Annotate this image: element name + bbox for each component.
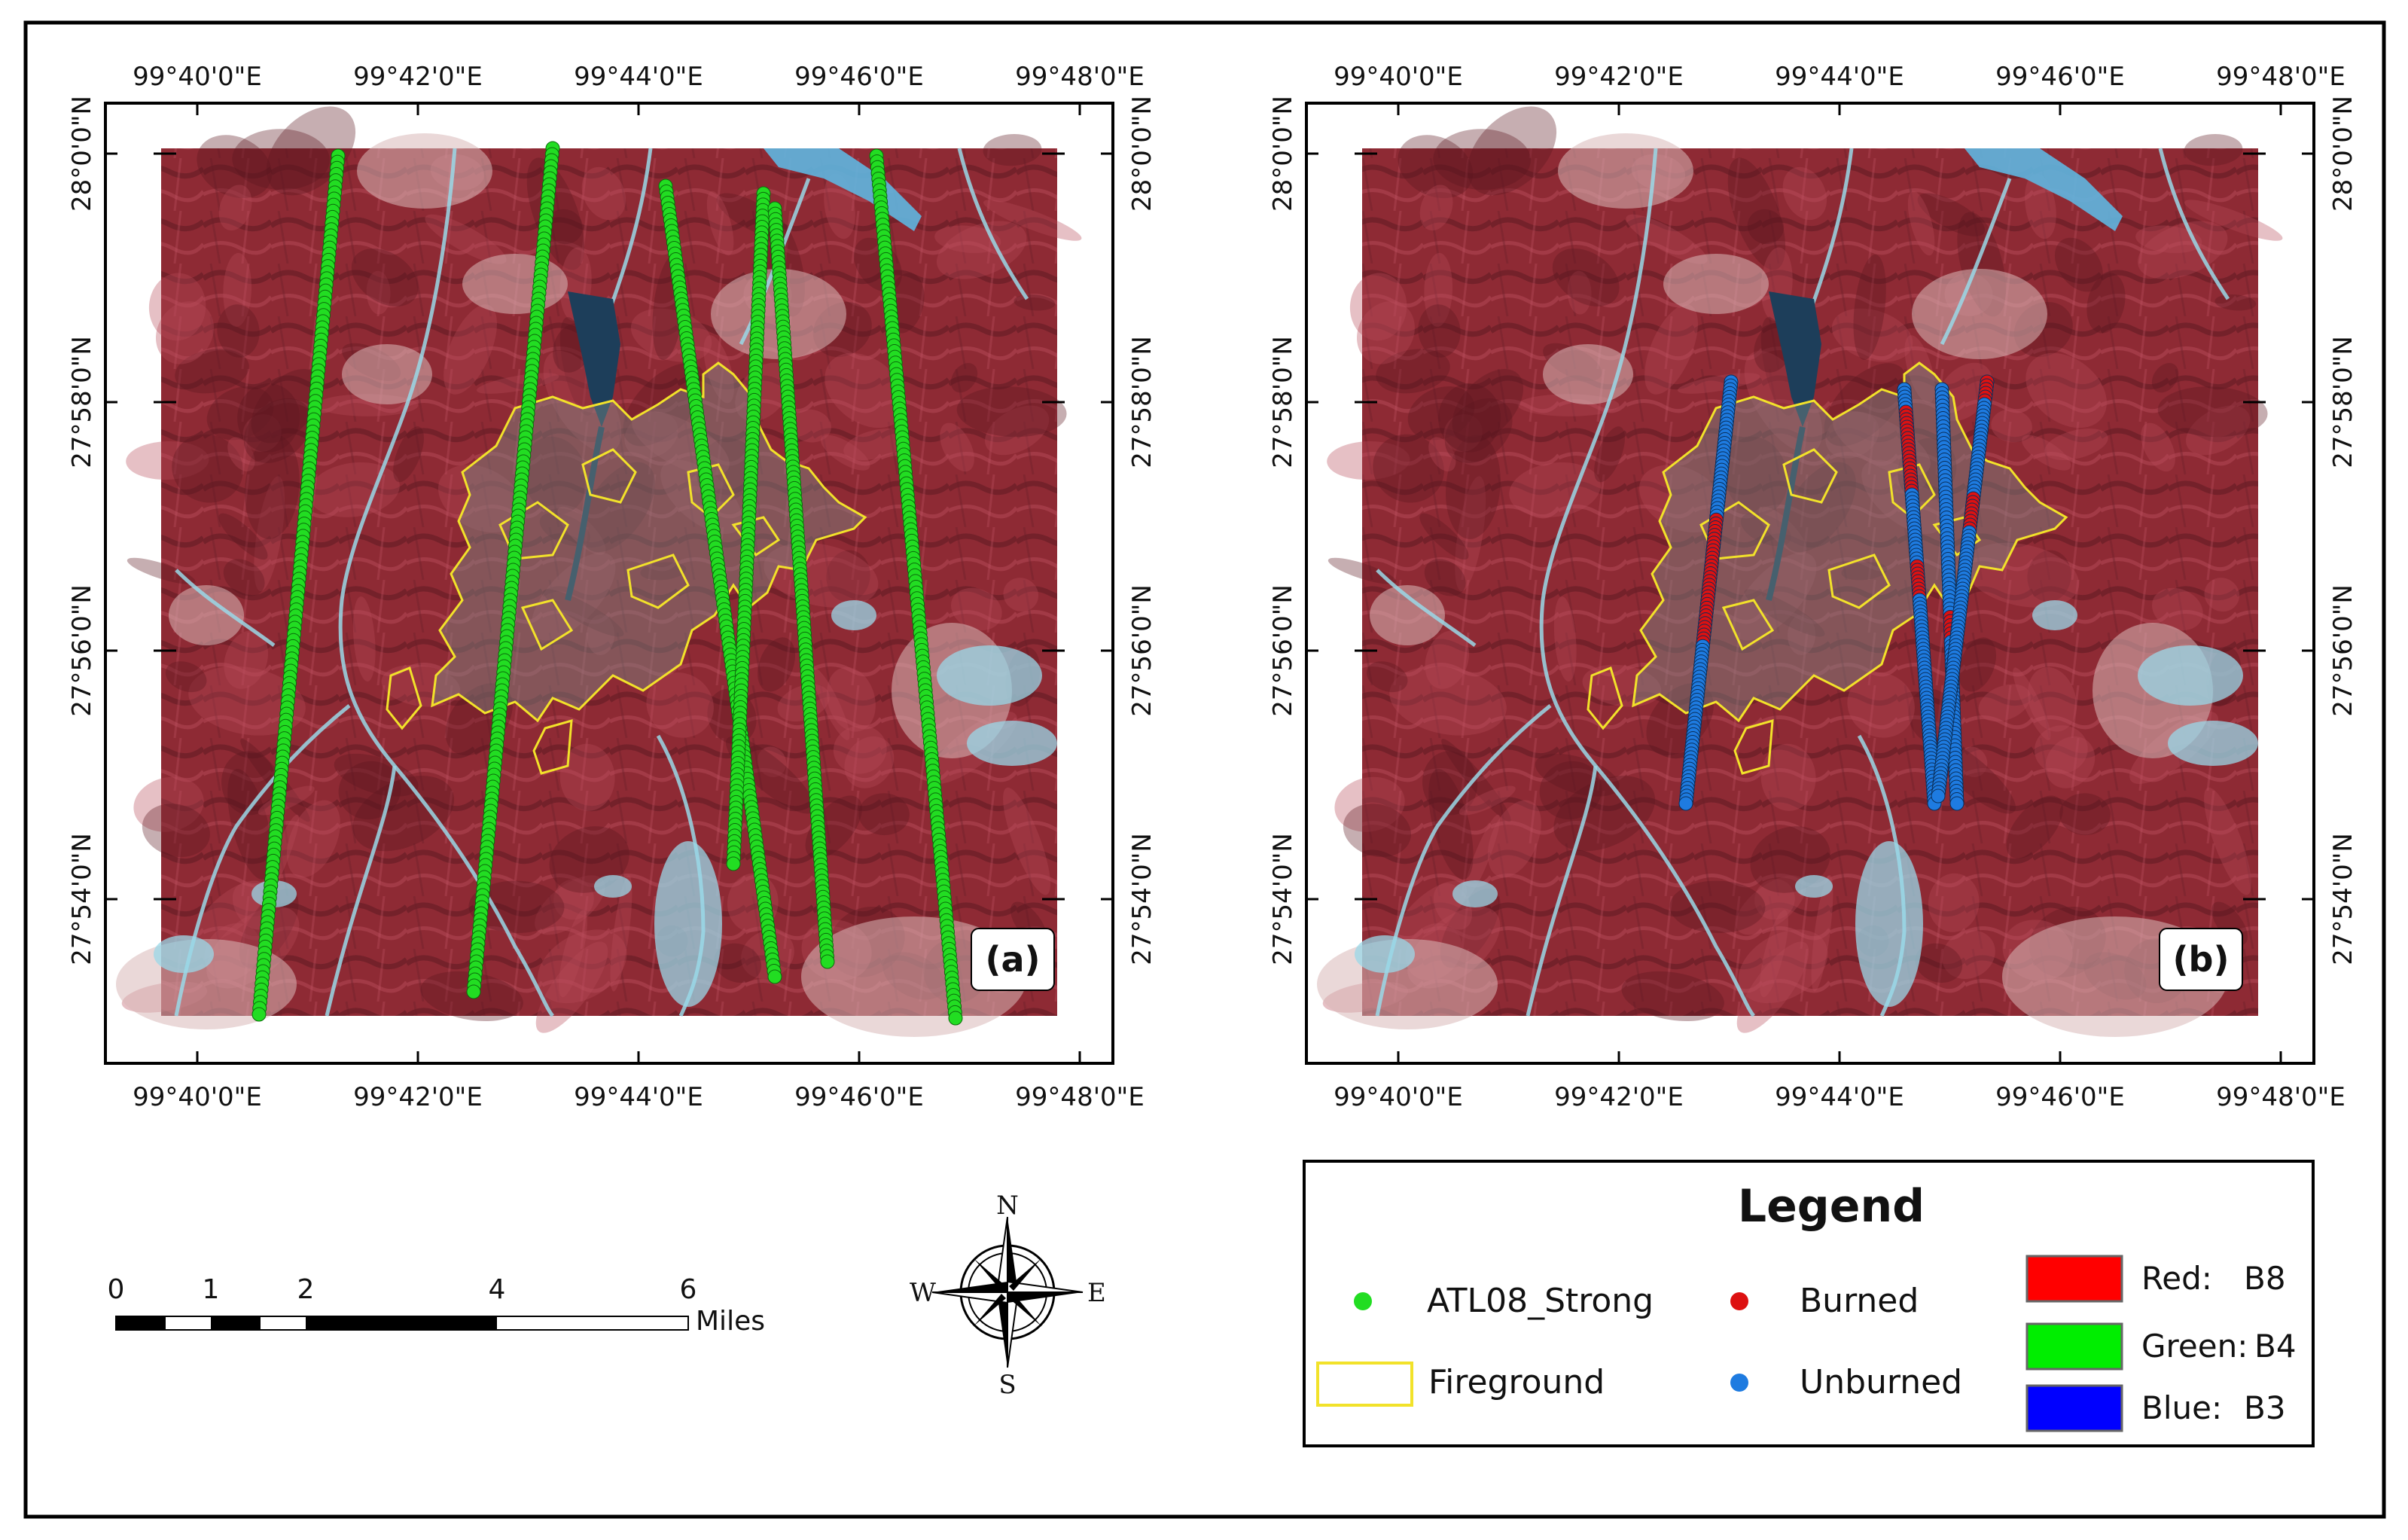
compass-w: W [910,1278,936,1308]
top-lon-label: 99°48'0"E [2216,62,2346,92]
burned-swatch-icon [1730,1292,1748,1310]
right-lat-label: 28°0'0"N [1127,96,1157,212]
band-green-band: B4 [2254,1328,2297,1365]
left-lat-label: 27°54'0"N [1268,833,1298,965]
right-lat-label: 27°58'0"N [2328,336,2358,468]
top-lon-label: 99°40'0"E [1334,62,1463,92]
track-point [251,1007,267,1022]
right-lat-label: 27°54'0"N [1127,833,1157,965]
bottom-lon-label: 99°46'0"E [794,1082,924,1112]
bottom-lon-label: 99°40'0"E [1334,1082,1463,1112]
top-lon-label: 99°44'0"E [1775,62,1904,92]
panel-a-map [116,106,1082,1037]
top-lon-label: 99°46'0"E [1995,62,2125,92]
bottom-lon-label: 99°40'0"E [133,1082,262,1112]
atl08-tracks [251,141,963,1026]
unburned-point [1949,796,1965,811]
left-lat-label: 27°58'0"N [67,336,97,468]
panel-b-graticule: 99°40'0"E 99°40'0"E 99°42'0"E 99°42'0"E 99°4… [1268,62,2358,1112]
right-lat-label: 27°56'0"N [2328,584,2358,717]
right-lat-label: 28°0'0"N [2328,96,2358,212]
classified-tracks [1678,374,1995,811]
bottom-lon-label: 99°48'0"E [1015,1082,1145,1112]
band-red-swatch [2025,1255,2123,1303]
panel-a-label: (a) [985,939,1040,980]
bottom-lon-label: 99°42'0"E [1554,1082,1684,1112]
top-lon-label: 99°46'0"E [794,62,924,92]
band-blue-swatch [2025,1384,2123,1432]
scale-label-2: 2 [297,1274,315,1305]
band-blue-channel: Blue: [2141,1389,2222,1426]
track-point [767,969,782,984]
bottom-lon-label: 99°48'0"E [2216,1082,2346,1112]
band-blue-band: B3 [2244,1389,2286,1426]
scale-label-4: 4 [489,1274,506,1305]
left-lat-label: 28°0'0"N [1268,96,1298,212]
compass-s: S [998,1370,1016,1400]
band-green-channel: Green: [2141,1328,2248,1365]
right-lat-label: 27°56'0"N [1127,584,1157,717]
bottom-lon-label: 99°46'0"E [1995,1082,2125,1112]
top-lon-label: 99°44'0"E [574,62,703,92]
atl08-swatch-icon [1354,1292,1372,1310]
compass-e: E [1087,1278,1106,1308]
bottom-lon-label: 99°44'0"E [1775,1082,1904,1112]
left-lat-label: 27°58'0"N [1268,336,1298,468]
legend-unburned: Unburned [1800,1363,1962,1401]
scale-label-0: 0 [108,1274,125,1305]
left-lat-label: 27°54'0"N [67,833,97,965]
bottom-lon-label: 99°44'0"E [574,1082,703,1112]
legend-fireground: Fireground [1428,1363,1605,1401]
left-lat-label: 28°0'0"N [67,96,97,212]
track-point [948,1011,963,1026]
track-point [726,856,741,871]
legend-atl08: ATL08_Strong [1427,1282,1654,1320]
panel-b-label-box: (b) [2159,928,2243,991]
band-red-channel: Red: [2141,1260,2212,1297]
top-lon-label: 99°42'0"E [1554,62,1684,92]
top-lon-label: 99°48'0"E [1015,62,1145,92]
legend: Legend ATL08_Strong Fireground Burned Un… [1303,1160,2315,1447]
legend-burned: Burned [1800,1282,1919,1320]
top-lon-label: 99°40'0"E [133,62,262,92]
panel-a-graticule: 99°40'0"E 99°40'0"E 99°42'0"E 99°42'0"E 99°4… [67,62,1157,1112]
unburned-swatch-icon [1730,1374,1748,1392]
panel-b-label: (b) [2173,939,2230,980]
top-lon-label: 99°42'0"E [353,62,483,92]
scale-label-6: 6 [680,1274,697,1305]
scale-bar: 0 1 2 4 6 Miles [108,1274,765,1337]
track-point [466,984,481,999]
figure-border [23,20,2386,1519]
panel-a-label-box: (a) [971,928,1055,991]
band-red-band: B8 [2244,1260,2286,1297]
track-point [820,954,835,969]
left-lat-label: 27°56'0"N [1268,584,1298,717]
scale-label-1: 1 [203,1274,220,1305]
unburned-point [1931,788,1946,804]
unburned-point [1678,796,1693,811]
fireground-swatch-icon [1316,1362,1413,1407]
right-lat-label: 27°58'0"N [1127,336,1157,468]
scale-unit: Miles [696,1306,765,1337]
bottom-lon-label: 99°42'0"E [353,1082,483,1112]
band-green-swatch [2025,1322,2123,1371]
north-arrow-icon: N S E W [910,1191,1106,1400]
legend-title: Legend [1738,1180,1925,1233]
panel-b-map [1317,106,2283,1037]
compass-n: N [996,1191,1019,1221]
right-lat-label: 27°54'0"N [2328,833,2358,965]
left-lat-label: 27°56'0"N [67,584,97,717]
